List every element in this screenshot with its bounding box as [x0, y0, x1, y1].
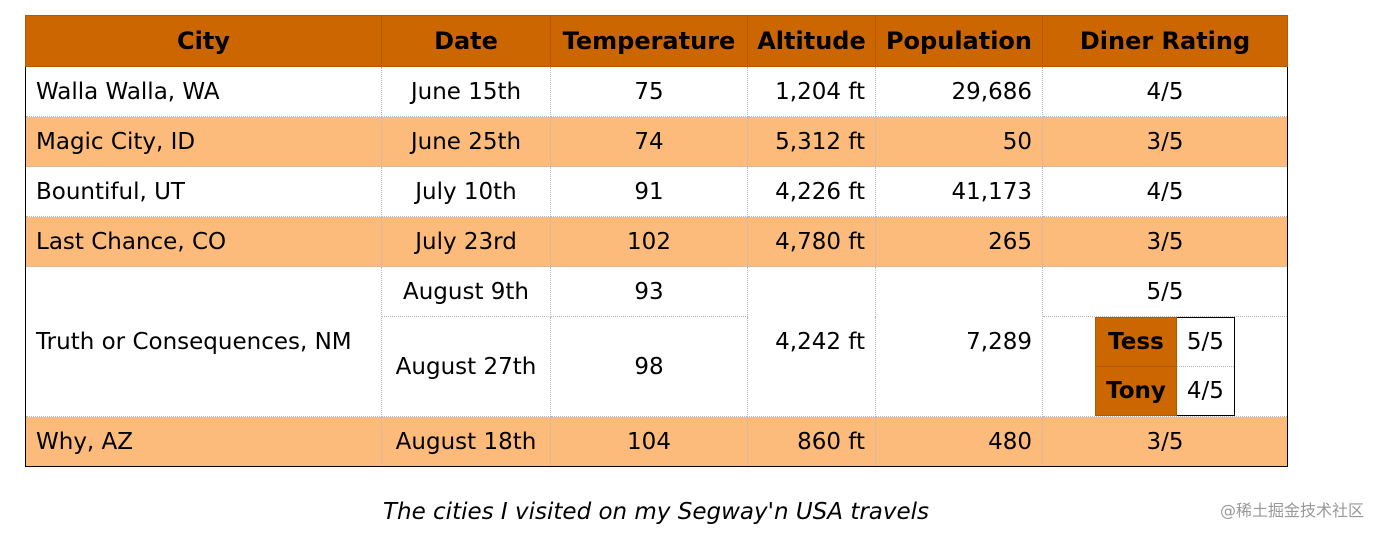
cell-altitude: 4,242 ft [747, 266, 876, 417]
nested-rating-name: Tony [1095, 366, 1177, 416]
cell-date: June 15th [381, 66, 551, 117]
table-row: Truth or Consequences, NM August 9th 93 … [25, 266, 1288, 417]
nested-rating-row: Tony 4/5 [1095, 366, 1235, 416]
cell-temperature: 74 [550, 116, 748, 167]
table-row: Last Chance, CO July 23rd 102 4,780 ft 2… [25, 216, 1288, 267]
cell-population: 41,173 [875, 166, 1043, 217]
cell-altitude: 860 ft [747, 416, 876, 467]
cell-rating-nested: Tess 5/5 Tony 4/5 [1042, 316, 1288, 417]
header-population: Population [875, 15, 1043, 67]
cell-population: 480 [875, 416, 1043, 467]
header-temperature: Temperature [550, 15, 748, 67]
cell-date: June 25th [381, 116, 551, 167]
cell-date: August 9th [381, 266, 551, 317]
cell-city: Last Chance, CO [25, 216, 382, 267]
cell-altitude: 4,226 ft [747, 166, 876, 217]
cell-city: Why, AZ [25, 416, 382, 467]
table-row: Why, AZ August 18th 104 860 ft 480 3/5 [25, 416, 1288, 467]
watermark: @稀土掘金技术社区 [1219, 501, 1364, 520]
cell-temperature: 104 [550, 416, 748, 467]
table-caption: The cities I visited on my Segway'n USA … [382, 499, 930, 525]
cell-date: August 18th [381, 416, 551, 467]
cell-altitude: 4,780 ft [747, 216, 876, 267]
travel-table: City Date Temperature Altitude Populatio… [25, 15, 1288, 467]
cell-rating: 4/5 [1042, 66, 1288, 117]
travel-table-container: City Date Temperature Altitude Populatio… [25, 15, 1288, 467]
cell-altitude: 5,312 ft [747, 116, 876, 167]
table-row: Bountiful, UT July 10th 91 4,226 ft 41,1… [25, 166, 1288, 217]
nested-rating-value: 4/5 [1175, 366, 1235, 416]
cell-temperature: 91 [550, 166, 748, 217]
cell-population: 29,686 [875, 66, 1043, 117]
cell-city: Truth or Consequences, NM [25, 266, 382, 417]
cell-rating: 3/5 [1042, 416, 1288, 467]
table-row: Magic City, ID June 25th 74 5,312 ft 50 … [25, 116, 1288, 167]
header-city: City [25, 15, 382, 67]
cell-altitude: 1,204 ft [747, 66, 876, 117]
cell-city: Bountiful, UT [25, 166, 382, 217]
table-row: Walla Walla, WA June 15th 75 1,204 ft 29… [25, 66, 1288, 117]
header-altitude: Altitude [747, 15, 876, 67]
header-diner-rating: Diner Rating [1042, 15, 1288, 67]
cell-rating: 3/5 [1042, 116, 1288, 167]
nested-rating-table: Tess 5/5 Tony 4/5 [1095, 317, 1235, 416]
cell-date: August 27th [381, 316, 551, 417]
cell-rating: 3/5 [1042, 216, 1288, 267]
cell-temperature: 102 [550, 216, 748, 267]
cell-rating: 4/5 [1042, 166, 1288, 217]
cell-temperature: 98 [550, 316, 748, 417]
cell-rating: 5/5 [1042, 266, 1288, 317]
header-date: Date [381, 15, 551, 67]
nested-rating-value: 5/5 [1175, 317, 1235, 367]
nested-rating-name: Tess [1095, 317, 1177, 367]
nested-rating-row: Tess 5/5 [1095, 317, 1235, 367]
cell-city: Magic City, ID [25, 116, 382, 167]
cell-population: 265 [875, 216, 1043, 267]
table-header-row: City Date Temperature Altitude Populatio… [25, 15, 1288, 67]
cell-date: July 23rd [381, 216, 551, 267]
table-row: August 27th 98 Tess 5/5 Tony 4/5 [26, 316, 1288, 417]
cell-temperature: 75 [550, 66, 748, 117]
cell-temperature: 93 [550, 266, 748, 317]
cell-population: 50 [875, 116, 1043, 167]
cell-date: July 10th [381, 166, 551, 217]
cell-population: 7,289 [875, 266, 1043, 417]
cell-city: Walla Walla, WA [25, 66, 382, 117]
